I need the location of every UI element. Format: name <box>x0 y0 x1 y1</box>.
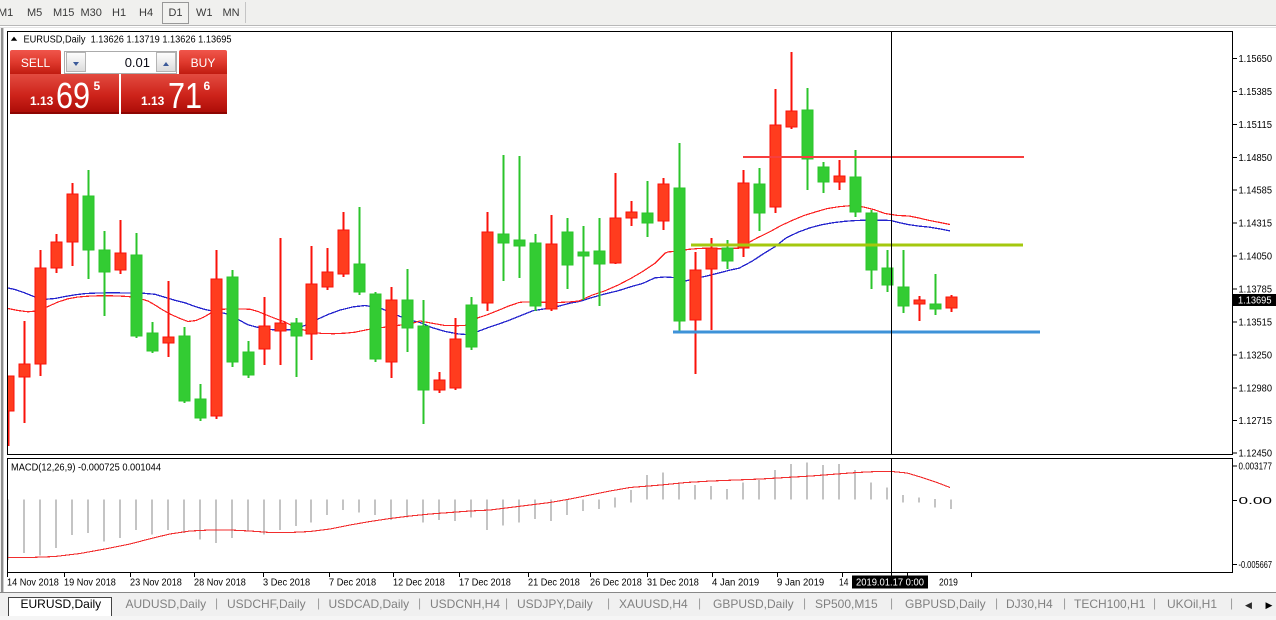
svg-text:19 Nov 2018: 19 Nov 2018 <box>64 578 116 589</box>
svg-text:-0.005667: -0.005667 <box>1239 560 1273 571</box>
svg-text:0.00: 0.00 <box>1239 496 1273 507</box>
svg-text:14 Nov 2018: 14 Nov 2018 <box>7 578 59 589</box>
svg-text:EURUSD,Daily 1.13626 1.13719: EURUSD,Daily 1.13626 1.13719 1.13626 1.1… <box>24 35 232 46</box>
svg-text:1.15385: 1.15385 <box>1239 87 1273 98</box>
svg-text:1.14050: 1.14050 <box>1239 252 1273 263</box>
svg-text:1.14315: 1.14315 <box>1239 219 1273 230</box>
svg-text:31 Dec 2018: 31 Dec 2018 <box>647 578 699 589</box>
svg-text:1.15115: 1.15115 <box>1239 120 1273 131</box>
svg-text:1.12980: 1.12980 <box>1239 383 1273 394</box>
svg-text:0.003177: 0.003177 <box>1239 462 1273 473</box>
svg-text:1.15650: 1.15650 <box>1239 54 1273 65</box>
svg-text:1.12715: 1.12715 <box>1239 416 1273 427</box>
svg-text:1.13515: 1.13515 <box>1239 317 1273 328</box>
svg-text:17 Dec 2018: 17 Dec 2018 <box>459 578 511 589</box>
svg-text:23 Nov 2018: 23 Nov 2018 <box>130 578 182 589</box>
svg-text:9 Jan 2019: 9 Jan 2019 <box>777 578 825 589</box>
svg-text:28 Nov 2018: 28 Nov 2018 <box>194 578 246 589</box>
svg-text:4 Jan 2019: 4 Jan 2019 <box>712 578 760 589</box>
svg-text:14: 14 <box>839 578 849 589</box>
svg-text:1.14585: 1.14585 <box>1239 186 1273 197</box>
svg-text:1.14850: 1.14850 <box>1239 153 1273 164</box>
svg-text:1.12450: 1.12450 <box>1239 449 1273 460</box>
svg-text:1.13695: 1.13695 <box>1238 296 1272 307</box>
svg-text:3 Dec 2018: 3 Dec 2018 <box>263 578 311 589</box>
svg-text:MACD(12,26,9) -0.000725 0.0010: MACD(12,26,9) -0.000725 0.001044 <box>11 463 161 474</box>
svg-text:1.13785: 1.13785 <box>1239 285 1273 296</box>
svg-text:2019.01.17 0:00: 2019.01.17 0:00 <box>856 578 924 589</box>
svg-text:2019: 2019 <box>939 578 958 589</box>
svg-text:7 Dec 2018: 7 Dec 2018 <box>329 578 377 589</box>
svg-text:21 Dec 2018: 21 Dec 2018 <box>528 578 580 589</box>
svg-text:1.13250: 1.13250 <box>1239 350 1273 361</box>
svg-text:12 Dec 2018: 12 Dec 2018 <box>393 578 445 589</box>
svg-text:26 Dec 2018: 26 Dec 2018 <box>590 578 642 589</box>
